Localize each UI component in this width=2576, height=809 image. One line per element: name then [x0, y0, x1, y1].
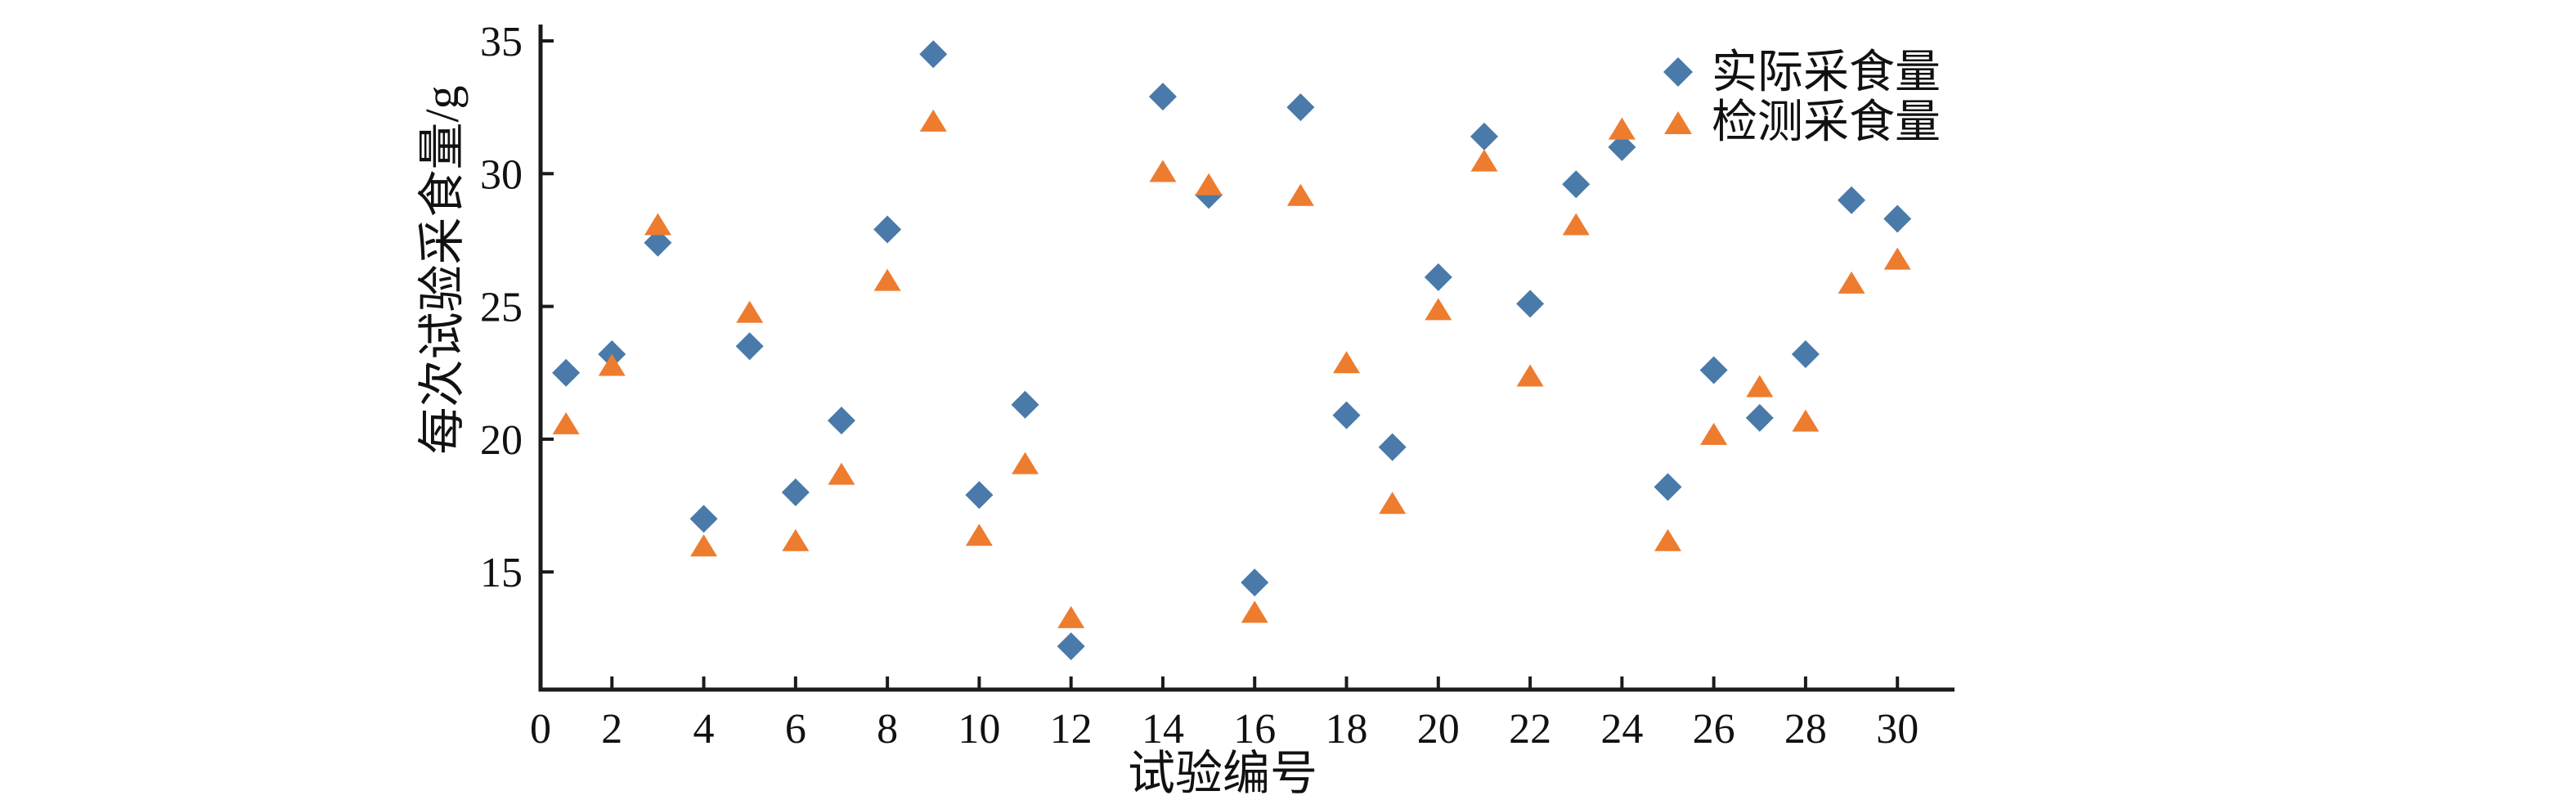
- x-tick-label: 4: [693, 706, 715, 753]
- data-point-actual: [1470, 122, 1498, 151]
- data-point-actual: [735, 332, 764, 361]
- x-tick-label: 8: [877, 706, 898, 753]
- data-point-detected: [1195, 173, 1223, 196]
- x-tick-label: 10: [958, 706, 1000, 753]
- data-point-actual: [1148, 83, 1177, 111]
- data-point-detected: [782, 528, 810, 551]
- y-tick-label: 35: [480, 19, 523, 65]
- data-point-detected: [1838, 271, 1865, 294]
- data-point-actual: [1011, 390, 1039, 419]
- y-tick-label: 15: [480, 550, 523, 596]
- data-point-detected: [1241, 600, 1268, 623]
- data-point-actual: [1057, 632, 1085, 661]
- x-tick-label: 30: [1876, 706, 1919, 753]
- x-tick-label: 2: [601, 706, 622, 753]
- axis-spines: [538, 25, 1954, 692]
- data-point-detected: [828, 462, 855, 485]
- data-point-detected: [1012, 452, 1039, 474]
- legend: 实际采食量 检测采食量: [1663, 47, 1941, 148]
- x-tick-label: 18: [1326, 706, 1368, 753]
- data-point-actual: [1286, 93, 1315, 122]
- data-point-actual: [1883, 204, 1912, 233]
- data-point-detected: [873, 268, 901, 291]
- y-tick-label: 20: [480, 417, 523, 464]
- data-point-actual: [689, 505, 718, 533]
- data-point-actual: [1241, 569, 1269, 597]
- x-tick-label: 16: [1233, 706, 1276, 753]
- x-tick-label: 14: [1142, 706, 1184, 753]
- data-point-actual: [1332, 401, 1361, 429]
- data-point-detected: [1470, 149, 1498, 172]
- legend-label-actual: 实际采食量: [1712, 47, 1941, 98]
- axes: [538, 25, 1954, 692]
- x-axis-title: 试验编号: [1128, 747, 1317, 800]
- data-point-actual: [1654, 473, 1682, 501]
- data-point-actual: [1516, 290, 1545, 318]
- x-tick-label: 12: [1050, 706, 1093, 753]
- data-point-actual: [1562, 170, 1591, 199]
- data-point-actual: [827, 407, 855, 435]
- data-point-detected: [1286, 183, 1314, 206]
- data-point-detected: [1700, 422, 1728, 445]
- x-tick-label: 22: [1509, 706, 1551, 753]
- data-point-detected: [1562, 213, 1590, 236]
- data-point-detected: [1379, 492, 1407, 515]
- data-point-detected: [1516, 364, 1544, 387]
- data-point-actual: [781, 478, 810, 506]
- data-point-detected: [1608, 117, 1636, 140]
- data-point-detected: [1792, 409, 1820, 432]
- x-tick-label: 20: [1417, 706, 1460, 753]
- data-point-detected: [1149, 160, 1177, 182]
- data-point-detected: [919, 109, 947, 132]
- data-points: [552, 40, 1912, 661]
- legend-label-detected: 检测采食量: [1712, 97, 1941, 148]
- data-point-detected: [1057, 605, 1085, 628]
- data-point-actual: [1424, 263, 1452, 291]
- data-point-detected: [598, 353, 626, 376]
- data-point-detected: [1654, 528, 1681, 551]
- data-point-detected: [552, 411, 580, 434]
- data-point-detected: [644, 213, 671, 236]
- data-point-actual: [644, 228, 672, 257]
- data-point-detected: [690, 534, 718, 557]
- data-point-actual: [919, 40, 948, 69]
- data-point-actual: [1699, 356, 1728, 384]
- x-tick-label: 6: [785, 706, 806, 753]
- data-point-detected: [1883, 247, 1911, 270]
- data-point-detected: [1425, 298, 1452, 321]
- data-point-actual: [1745, 403, 1774, 432]
- data-point-actual: [965, 481, 994, 510]
- data-point-detected: [736, 300, 764, 323]
- x-tick-label: 28: [1784, 706, 1827, 753]
- data-point-detected: [965, 524, 993, 546]
- x-tick-label: 0: [530, 706, 551, 753]
- y-tick-label: 25: [480, 285, 523, 331]
- legend-marker-detected: [1664, 111, 1692, 134]
- data-point-actual: [552, 358, 581, 387]
- data-point-detected: [1746, 375, 1774, 398]
- y-axis-title: 每次试验采食量/g: [415, 85, 469, 454]
- data-point-actual: [1838, 186, 1866, 214]
- x-tick-label: 24: [1600, 706, 1643, 753]
- data-point-actual: [1608, 133, 1636, 161]
- data-point-detected: [1333, 351, 1361, 374]
- data-point-actual: [1378, 433, 1407, 461]
- x-tick-label: 26: [1693, 706, 1735, 753]
- legend-marker-actual: [1663, 57, 1693, 87]
- data-point-actual: [1791, 340, 1820, 369]
- y-tick-label: 30: [480, 151, 523, 198]
- data-point-actual: [873, 215, 902, 244]
